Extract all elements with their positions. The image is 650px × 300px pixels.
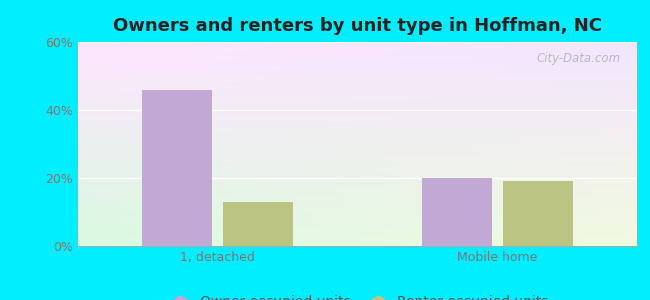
Bar <box>422 178 491 246</box>
Legend: Owner occupied units, Renter occupied units: Owner occupied units, Renter occupied un… <box>161 290 554 300</box>
Text: City-Data.com: City-Data.com <box>536 52 620 65</box>
Bar <box>503 182 573 246</box>
Bar <box>142 90 212 246</box>
Bar <box>224 202 293 246</box>
Title: Owners and renters by unit type in Hoffman, NC: Owners and renters by unit type in Hoffm… <box>113 17 602 35</box>
